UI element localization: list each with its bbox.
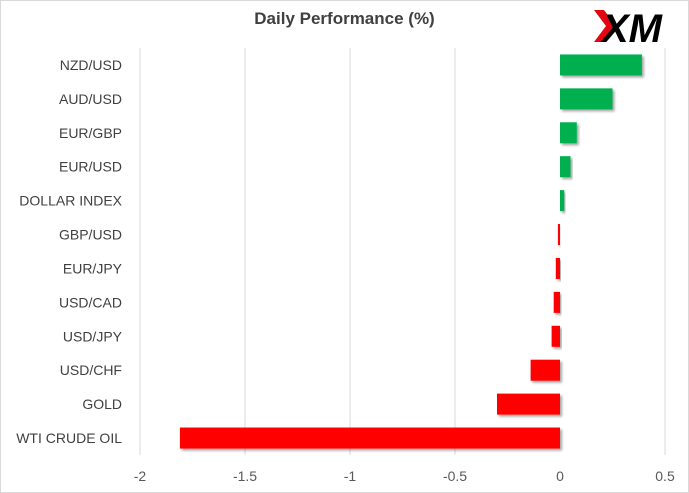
xm-logo-text: XM bbox=[600, 7, 664, 50]
chart-title: Daily Performance (%) bbox=[254, 9, 435, 28]
bar bbox=[179, 427, 560, 449]
bar bbox=[497, 393, 560, 415]
x-tick-labels: -2 -1.5 -1 -0.5 0 0.5 bbox=[134, 468, 675, 484]
category-label: EUR/USD bbox=[59, 159, 122, 175]
category-label: EUR/GBP bbox=[59, 125, 122, 141]
bar bbox=[560, 88, 613, 110]
x-tick-label: -0.5 bbox=[443, 468, 467, 484]
x-tick-label: 0.5 bbox=[655, 468, 675, 484]
bars bbox=[179, 54, 642, 449]
xm-logo-accent-icon bbox=[594, 10, 616, 42]
x-tick-label: -2 bbox=[134, 468, 147, 484]
bar bbox=[555, 257, 560, 279]
bar bbox=[560, 190, 565, 212]
xm-logo: XM bbox=[594, 7, 664, 50]
bar bbox=[551, 325, 560, 347]
bar bbox=[560, 122, 577, 144]
bar bbox=[553, 291, 560, 313]
x-tick-label: 0 bbox=[556, 468, 564, 484]
category-label: NZD/USD bbox=[60, 57, 122, 73]
bar bbox=[560, 54, 642, 76]
category-labels: NZD/USD AUD/USD EUR/GBP EUR/USD DOLLAR INDEX… bbox=[16, 57, 122, 446]
category-label: USD/JPY bbox=[63, 328, 123, 344]
category-label: USD/CAD bbox=[59, 294, 122, 310]
category-label: EUR/JPY bbox=[63, 260, 123, 276]
category-label: GOLD bbox=[82, 396, 122, 412]
bar bbox=[530, 359, 560, 381]
x-tick-label: -1.5 bbox=[233, 468, 257, 484]
category-label: WTI CRUDE OIL bbox=[16, 430, 122, 446]
gridlines bbox=[139, 48, 666, 455]
bar bbox=[560, 156, 571, 178]
category-label: GBP/USD bbox=[59, 227, 122, 243]
category-label: DOLLAR INDEX bbox=[19, 193, 122, 209]
x-tick-label: -1 bbox=[344, 468, 357, 484]
category-label: USD/CHF bbox=[60, 362, 122, 378]
bar bbox=[557, 224, 560, 246]
category-label: AUD/USD bbox=[59, 91, 122, 107]
